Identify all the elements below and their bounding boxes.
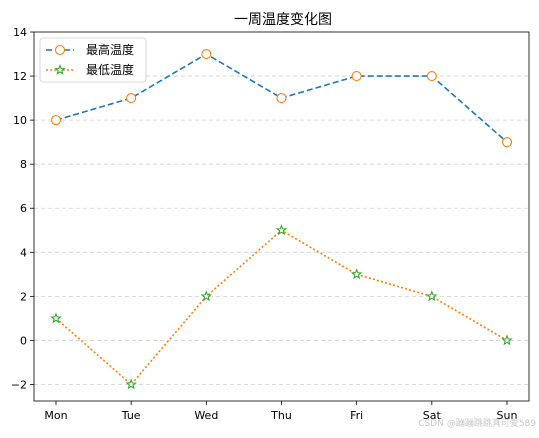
y-tick-label: 14	[13, 26, 27, 39]
legend-marker-1	[54, 44, 66, 56]
y-tick-label: 12	[13, 70, 27, 83]
series-1	[50, 48, 513, 148]
series-layer	[50, 48, 513, 390]
y-tick-label: 8	[20, 158, 27, 171]
series-2-point-fri	[350, 268, 363, 280]
y-tick-label: 2	[20, 290, 27, 303]
x-tick-label-mon: Mon	[44, 409, 67, 422]
x-tick-label-sun: Sun	[497, 409, 518, 422]
series-1-point-fri	[351, 71, 362, 82]
x-tick-label-thu: Thu	[270, 409, 292, 422]
legend-label-2: 最低温度	[86, 62, 134, 77]
series-2-point-wed	[200, 290, 213, 302]
series-2-point-sun	[501, 334, 513, 346]
legend-label-1: 最高温度	[86, 42, 134, 57]
legend-marker-2	[54, 63, 66, 75]
legend-box	[39, 37, 147, 83]
x-tick-label-fri: Fri	[350, 409, 363, 422]
series-1-point-thu	[276, 93, 287, 104]
x-tick-label-tue: Tue	[121, 409, 141, 422]
series-2-line	[55, 229, 508, 386]
y-tick-label: 10	[13, 114, 27, 127]
series-1-point-sun	[501, 137, 513, 148]
y-tick-label: 6	[20, 202, 27, 215]
y-tick-label: 0	[20, 334, 27, 347]
axes: −2 0 2 4 6 8 10 12 14 Mon Tue Wed Thu Fri Sat Sun	[11, 26, 530, 422]
y-tick-label: 4	[20, 246, 27, 259]
x-tick-label-sat: Sat	[423, 409, 442, 422]
series-2	[50, 224, 513, 390]
series-1-point-tue	[126, 93, 137, 104]
watermark-text: CSDN @蹦蹦跳跳真可爱589	[418, 417, 536, 429]
plot-frame	[33, 31, 530, 402]
series-2-point-thu	[275, 224, 288, 236]
series-2-point-sat	[426, 290, 438, 302]
series-2-point-mon	[50, 312, 62, 324]
grid-lines	[34, 31, 529, 385]
chart-title: 一周温度变化图	[234, 12, 332, 28]
series-1-point-mon	[50, 115, 62, 126]
series-1-point-wed	[201, 48, 212, 60]
series-1-point-sat	[426, 71, 437, 82]
series-2-point-tue	[125, 378, 137, 390]
x-tick-label-wed: Wed	[194, 409, 218, 422]
y-tick-label: −2	[11, 378, 27, 391]
